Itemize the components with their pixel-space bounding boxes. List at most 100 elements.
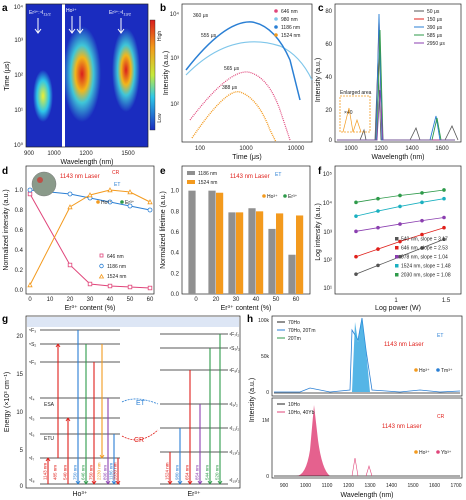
e-xtick: 60 <box>293 297 300 303</box>
d-ytick: 0.0 <box>15 288 24 294</box>
cr-label: CR <box>134 437 144 444</box>
b-xtick: 1000 <box>239 146 253 152</box>
a-xlabel: Wavelength (nm) <box>60 159 113 166</box>
bar <box>228 212 236 294</box>
c-ytick: 60 <box>325 42 332 48</box>
data-point <box>376 247 380 251</box>
legend-label: 10Ho, 40Yb <box>288 410 315 416</box>
arrow-head-icon <box>91 480 97 485</box>
data-point <box>354 272 358 276</box>
et-label: ET <box>136 400 146 407</box>
legend-marker <box>187 180 195 184</box>
curve-1524 <box>191 91 277 143</box>
ho-label: Ho³⁺ <box>419 368 430 374</box>
bar <box>208 190 216 294</box>
level-label: ⁵F₅ <box>29 360 36 366</box>
et-label: ET <box>114 182 120 188</box>
e-ytick: 0.4 <box>171 251 180 257</box>
data-point <box>107 283 113 289</box>
bar <box>268 228 276 294</box>
f-frame <box>334 165 462 295</box>
legend-label: 1186 nm <box>107 264 126 270</box>
d-xtick: 10 <box>47 297 54 303</box>
h-ylabel: Intensity (a.u.) <box>249 378 256 422</box>
h-ytick: 1M <box>262 418 269 424</box>
e-plot-area <box>188 190 304 294</box>
arrow-down-icon <box>68 16 84 34</box>
legend-label: 1524 nm <box>281 33 300 39</box>
data-point <box>147 199 153 205</box>
lifetime-label: 555 μs <box>201 33 217 39</box>
data-point <box>376 225 380 230</box>
arrow-head-icon <box>115 480 121 485</box>
h-xtick: 1300 <box>364 483 375 489</box>
transition-label: 750 nm <box>89 465 94 480</box>
legend-label: 2950 μs <box>427 41 445 47</box>
enlarged-area-box <box>339 95 371 133</box>
h-xtick: 1700 <box>450 483 461 489</box>
arrow-down-icon <box>117 18 125 34</box>
d-ytick: 0.8 <box>15 208 24 214</box>
legend-label: 70Ho, 20Tm <box>288 328 316 334</box>
ho-label: Ho³⁺ <box>419 450 430 456</box>
heatmap-blob-er-1000 <box>33 70 53 122</box>
h-xtick: 900 <box>280 483 289 489</box>
data-point <box>442 237 446 242</box>
d-legend: 646 nm 1186 nm 1524 nm <box>98 253 126 280</box>
yb-ion-icon <box>436 450 440 454</box>
arrow-head-icon <box>197 480 203 485</box>
f-legend: 540 nm, slope = 3.17 646 nm, slope = 2.53… <box>395 237 451 279</box>
series-line <box>29 189 151 286</box>
legend-marker <box>187 171 195 175</box>
arrow-head-icon <box>83 480 89 485</box>
lifetime-label: 388 μs <box>222 85 238 91</box>
data-point <box>398 254 402 259</box>
g-ytick: 0 <box>20 484 24 490</box>
data-point <box>442 196 446 201</box>
c-legend: 50 μs 150 μs 390 μs 585 μs 2950 μs <box>414 9 445 47</box>
level-label: ⁴F₉/₂ <box>229 368 240 374</box>
et-arrow <box>121 398 159 405</box>
colorbar-low: Low <box>157 113 163 123</box>
legend-label: 646 nm <box>281 9 298 15</box>
f-ytick: 10² <box>323 258 332 264</box>
d-yticks: 0.0 0.2 0.4 0.6 0.8 1.0 <box>15 188 24 294</box>
e-ytick: 0.2 <box>171 271 180 277</box>
h-top-frame <box>271 315 463 397</box>
panel-d: d 1143 nm Laser CR ET Ho³⁺ Er³⁺ 646 nm 1… <box>2 165 155 312</box>
d-xtick: 60 <box>147 297 154 303</box>
g-frame <box>25 315 241 489</box>
sample-photo <box>31 171 57 197</box>
data-point <box>67 204 73 210</box>
panel-a-label: a <box>2 3 8 14</box>
d-xtick: 40 <box>107 297 114 303</box>
legend-label: 150 μs <box>427 17 443 23</box>
transition-label: 485 nm <box>53 465 58 480</box>
data-point <box>27 282 33 288</box>
legend-marker <box>274 25 278 29</box>
panel-f-label: f <box>318 166 322 177</box>
h-xtick: 1200 <box>343 483 354 489</box>
level-label: ⁴F₇/₂ <box>229 332 239 338</box>
enlarged-trace <box>342 107 362 133</box>
b-xtick: 10000 <box>288 146 305 152</box>
h-xlabel: Wavelength (nm) <box>340 492 393 499</box>
h-minor-peaks <box>351 457 373 477</box>
legend-label: 70Ho <box>288 320 300 326</box>
d-xtick: 30 <box>87 297 94 303</box>
laser-label: 1143 nm Laser <box>384 342 424 348</box>
colorbar <box>149 19 156 131</box>
etu-label: ETU <box>44 436 54 442</box>
e-xtick: 40 <box>253 297 260 303</box>
annotation-ho: Ho³⁺ <box>66 8 77 14</box>
bar <box>288 254 296 294</box>
legend-label: 50 μs <box>427 9 440 15</box>
c-xlabel: Wavelength (nm) <box>371 154 424 161</box>
arrow-head-icon <box>45 457 51 462</box>
h-xtick: 1000 <box>300 483 311 489</box>
data-point <box>127 189 133 195</box>
panel-b: b 360 μs 555 μs 565 μs 388 μs 646 nm 980… <box>160 3 313 161</box>
data-point <box>127 203 133 209</box>
legend-marker <box>274 17 278 21</box>
c-ylabel: Intensity (a.u.) <box>315 58 322 102</box>
